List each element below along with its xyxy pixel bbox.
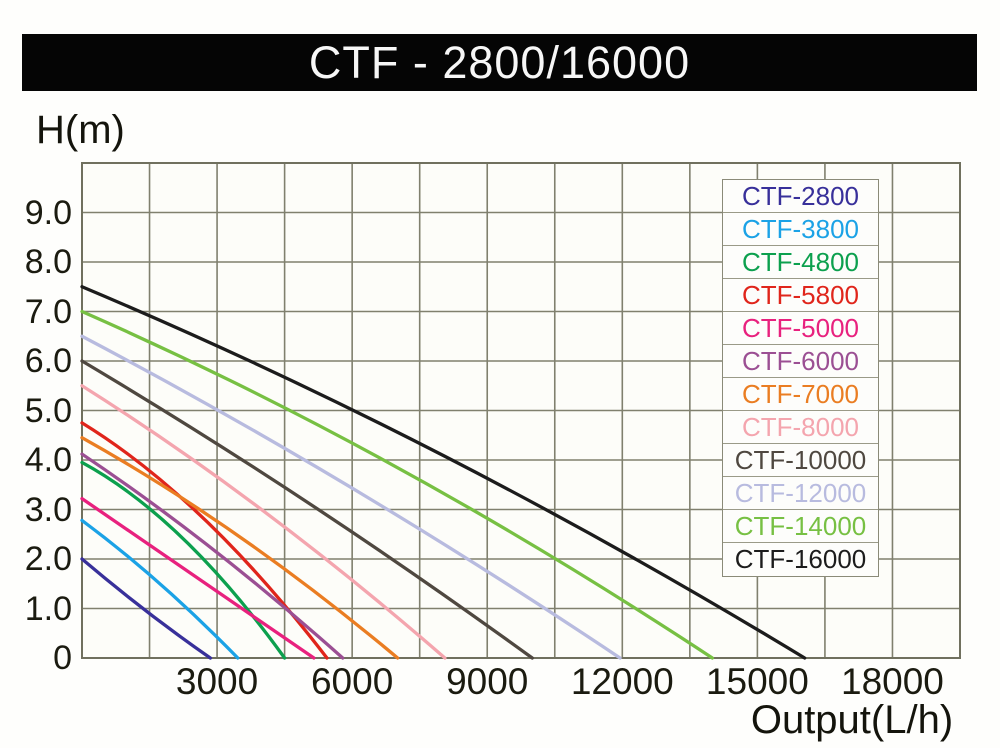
y-tick-label: 3.0	[24, 490, 72, 529]
y-tick-label: 5.0	[24, 391, 72, 430]
y-tick-label: 8.0	[24, 243, 72, 281]
curve-ctf-3800	[80, 518, 240, 660]
title-bar: CTF - 2800/16000	[22, 34, 977, 91]
curve-ctf-14000	[80, 309, 715, 660]
legend-item: CTF-2800	[723, 180, 878, 213]
y-axis-title: H(m)	[36, 108, 125, 152]
legend-item: CTF-14000	[723, 510, 878, 543]
x-tick-label: 18000	[841, 661, 944, 702]
curve-ctf-16000	[80, 285, 807, 660]
y-tick-label: 6.0	[24, 342, 72, 380]
legend-item: CTF-10000	[723, 444, 878, 477]
legend-item: CTF-5800	[723, 279, 878, 312]
legend-item: CTF-4800	[723, 246, 878, 279]
curve-ctf-8000	[80, 384, 447, 660]
legend-item: CTF-16000	[723, 543, 878, 576]
x-axis-title: Output(L/h)	[750, 698, 954, 742]
legend: CTF-2800 CTF-3800 CTF-4800 CTF-5800 CTF-5000…	[722, 179, 879, 577]
curve-ctf-5000	[80, 496, 316, 660]
curve-ctf-10000	[80, 359, 534, 660]
y-tick-label: 1.0	[24, 589, 72, 628]
x-tick-label: 3000	[175, 661, 259, 702]
curve-ctf-7000	[80, 436, 400, 660]
curve-ctf-4800	[80, 460, 287, 660]
x-tick-label: 15000	[705, 661, 809, 702]
legend-item: CTF-8000	[723, 411, 878, 444]
x-tick-label: 12000	[570, 661, 674, 702]
y-tick-label: 0	[53, 639, 72, 677]
chart-title: CTF - 2800/16000	[308, 36, 691, 88]
y-tick-label: 4.0	[24, 441, 72, 479]
curve-ctf-6000	[80, 452, 345, 660]
curve-ctf-2800	[80, 557, 212, 660]
y-tick-label: 7.0	[24, 292, 72, 331]
y-tick-label: 9.0	[24, 193, 72, 232]
plot-border	[81, 162, 961, 659]
y-tick-label: 2.0	[24, 540, 72, 578]
legend-item: CTF-3800	[723, 213, 878, 246]
legend-item: CTF-5000	[723, 312, 878, 345]
curve-ctf-12000	[80, 334, 622, 660]
legend-item: CTF-6000	[723, 345, 878, 378]
x-tick-label: 9000	[446, 661, 529, 702]
x-tick-label: 6000	[310, 661, 394, 702]
legend-item: CTF-12000	[723, 477, 878, 510]
legend-item: CTF-7000	[723, 378, 878, 411]
